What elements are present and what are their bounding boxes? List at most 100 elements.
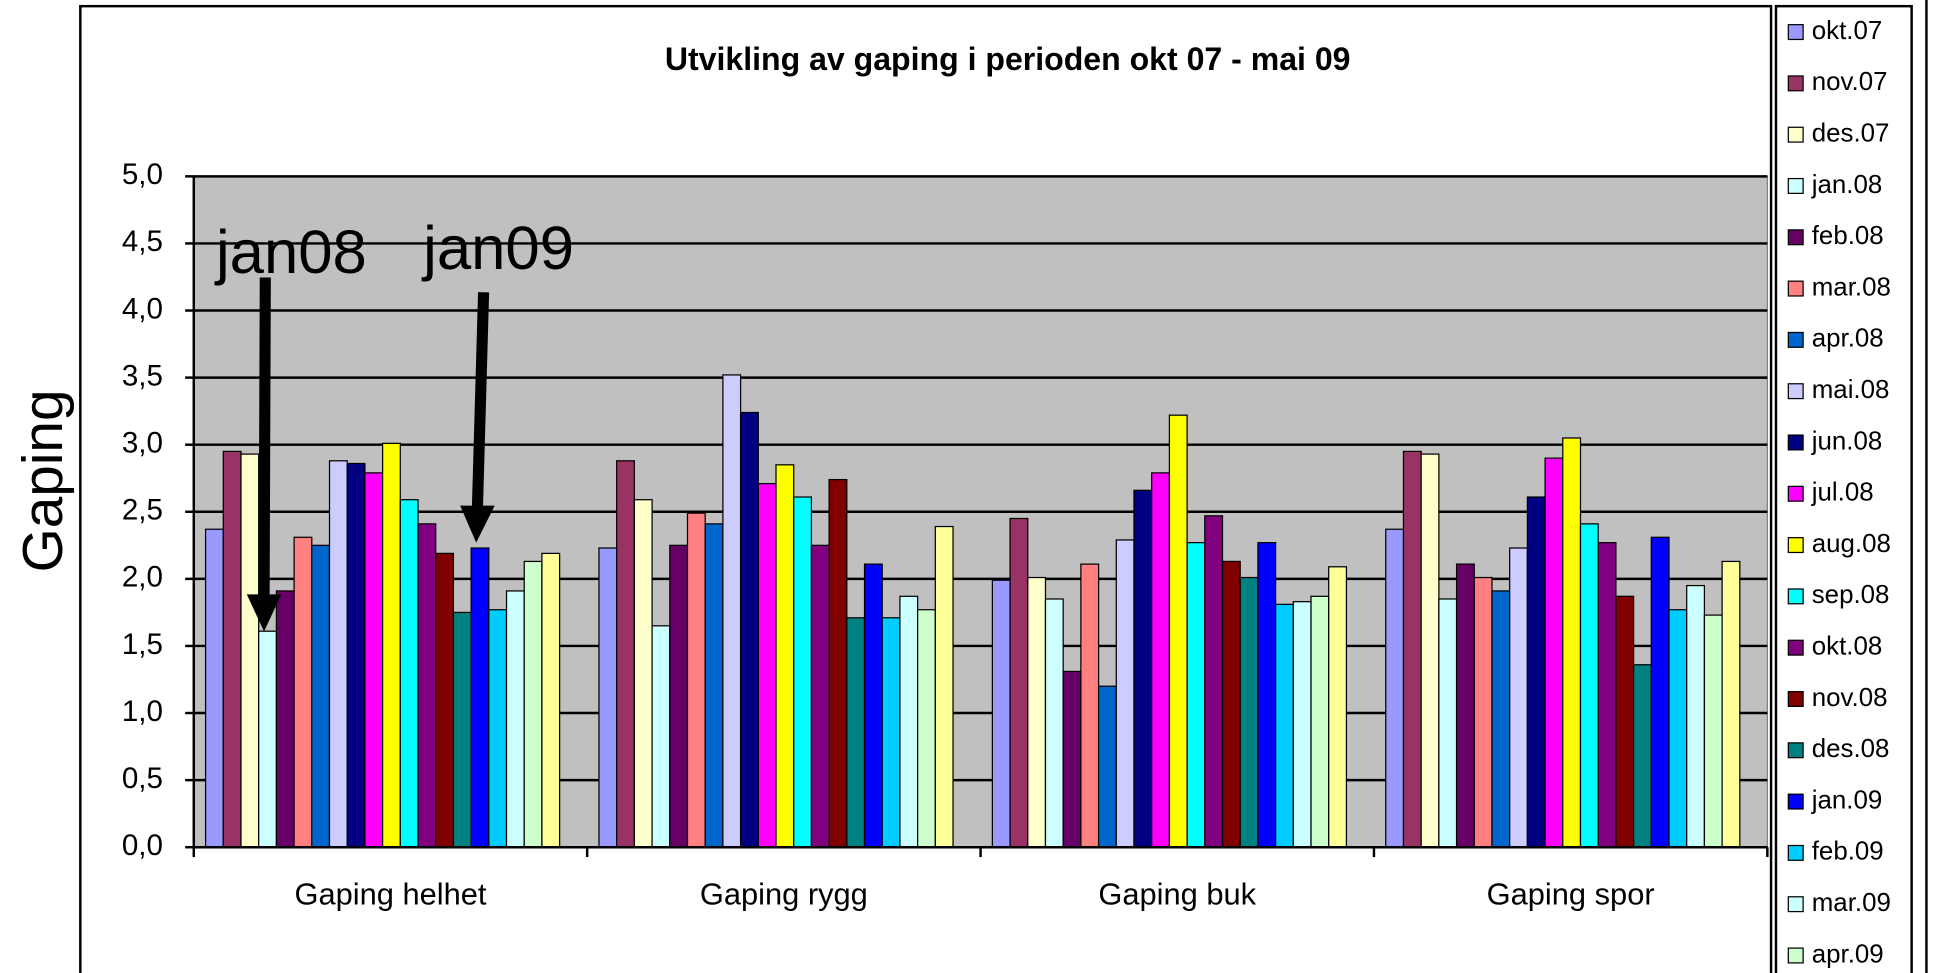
bar — [1009, 517, 1029, 848]
bar — [616, 460, 635, 848]
bar — [1133, 489, 1153, 848]
legend-swatch — [1787, 75, 1804, 92]
bar — [722, 374, 742, 848]
legend-swatch — [1787, 229, 1804, 246]
bar — [1402, 450, 1422, 848]
bar — [1080, 563, 1100, 848]
legend-swatch — [1787, 896, 1804, 913]
bar — [793, 496, 813, 848]
bar — [1385, 528, 1405, 848]
legend-label: jan.09 — [1811, 786, 1883, 814]
legend-label: apr.09 — [1812, 940, 1884, 968]
bar — [934, 525, 954, 848]
bar — [1686, 584, 1706, 848]
legend-label: mai.08 — [1812, 376, 1890, 404]
legend-swatch — [1787, 434, 1804, 451]
bar — [381, 442, 401, 848]
y-tick-label: 2,0 — [122, 561, 163, 594]
bar — [1668, 609, 1688, 848]
bar — [240, 453, 260, 848]
bar — [651, 625, 671, 848]
bar — [828, 478, 848, 848]
legend-label: sep.08 — [1812, 581, 1890, 609]
bar — [1632, 664, 1652, 848]
legend-swatch — [1787, 844, 1804, 861]
axes: 0,0 0,5 1,0 1,5 2,0 2,5 3,0 3,5 4,0 4,5 5,0 Gaping … — [122, 158, 1769, 912]
bar — [1328, 566, 1348, 848]
legend-label: nov.08 — [1812, 684, 1888, 712]
legend-label: aug.08 — [1812, 530, 1891, 558]
bar — [704, 523, 724, 848]
arrow — [246, 277, 282, 632]
x-tick-label: Gaping buk — [1098, 877, 1256, 912]
y-tick-label: 4,5 — [122, 225, 163, 258]
legend-swatch — [1787, 331, 1804, 348]
bar — [1455, 563, 1475, 848]
bar — [1721, 560, 1741, 848]
legend-swatch — [1787, 24, 1804, 41]
bar — [1526, 496, 1546, 848]
bar — [775, 464, 795, 848]
bar — [1115, 539, 1135, 848]
bar — [757, 482, 777, 848]
bar — [1186, 542, 1206, 848]
legend: okt.07 nov.07 des.07 jan.08 feb.08 mar.08 apr.… — [1787, 17, 1891, 968]
bar — [1438, 598, 1458, 848]
legend-label: feb.09 — [1812, 838, 1884, 866]
bar — [311, 544, 331, 848]
bar — [1650, 536, 1670, 848]
legend-swatch — [1787, 126, 1804, 143]
legend-swatch — [1787, 639, 1804, 656]
arrow — [460, 292, 495, 543]
x-tick-label: Gaping spor — [1487, 877, 1655, 912]
legend-label: okt.08 — [1812, 633, 1883, 661]
bar — [541, 552, 561, 848]
legend-label: nov.07 — [1812, 68, 1888, 96]
bar — [417, 523, 437, 848]
legend-label: mar.09 — [1812, 889, 1891, 917]
x-tick-label: Gaping rygg — [700, 877, 868, 912]
bar — [1509, 547, 1528, 848]
legend-swatch — [1787, 177, 1804, 194]
bar — [739, 411, 759, 848]
bar — [293, 536, 313, 848]
legend-swatch — [1787, 793, 1804, 810]
bar — [488, 609, 508, 848]
bar — [1027, 576, 1047, 848]
legend-swatch — [1787, 588, 1804, 605]
bar — [258, 630, 278, 848]
bar — [669, 544, 689, 848]
bar — [1204, 515, 1224, 848]
y-tick-label: 0,0 — [122, 829, 163, 862]
bar — [399, 499, 419, 848]
bar — [1615, 595, 1635, 848]
y-tick-label: 2,5 — [122, 494, 163, 527]
bar — [863, 563, 883, 848]
bar — [505, 590, 525, 848]
bar — [1097, 685, 1117, 848]
bar — [204, 528, 224, 848]
bar — [899, 595, 919, 848]
legend-label: mar.08 — [1812, 273, 1891, 301]
bar — [846, 617, 866, 848]
bar — [1062, 670, 1082, 848]
legend-label: feb.08 — [1812, 222, 1884, 250]
bars — [204, 374, 1741, 848]
bar — [1703, 614, 1723, 848]
bar — [523, 560, 543, 848]
chart-title: Utvikling av gaping i perioden okt 07 - … — [665, 41, 1351, 77]
y-tick-label: 3,5 — [122, 359, 163, 392]
y-axis-label: Gaping — [12, 389, 75, 572]
legend-label: des.07 — [1812, 120, 1890, 148]
legend-label: jul.08 — [1811, 479, 1874, 507]
y-tick-label: 5,0 — [122, 158, 163, 191]
bar — [810, 544, 830, 848]
bar — [1292, 601, 1312, 848]
bar — [275, 590, 295, 848]
legend-swatch — [1787, 742, 1804, 759]
bar — [881, 617, 901, 848]
legend-label: des.08 — [1812, 735, 1890, 763]
bar — [1544, 457, 1564, 848]
